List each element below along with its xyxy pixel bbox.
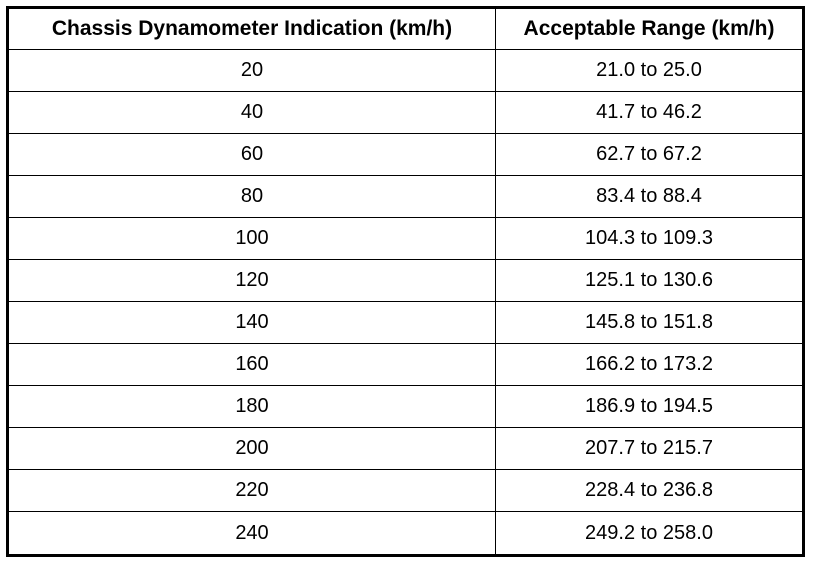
table-row: 180 186.9 to 194.5 — [7, 385, 804, 429]
header-cell: Acceptable Range (km/h) — [495, 7, 804, 50]
table-row: 160 166.2 to 173.2 — [7, 343, 804, 387]
table-cell: 100 — [7, 217, 496, 261]
table-row: 100 104.3 to 109.3 — [7, 217, 804, 261]
table-row: 40 41.7 to 46.2 — [7, 91, 804, 135]
table-cell: 60 — [7, 133, 496, 177]
header-row: Chassis Dynamometer Indication (km/h) Ac… — [7, 7, 804, 50]
table-body: 20 21.0 to 25.0 40 41.7 to 46.2 60 62.7 to 67… — [7, 48, 804, 556]
table-cell: 40 — [7, 91, 496, 135]
table-row: 140 145.8 to 151.8 — [7, 301, 804, 345]
table-cell: 220 — [7, 469, 496, 513]
table-row: 240 249.2 to 258.0 — [7, 511, 804, 556]
table-cell: 62.7 to 67.2 — [495, 133, 804, 177]
table-cell: 186.9 to 194.5 — [495, 385, 804, 429]
table-cell: 166.2 to 173.2 — [495, 343, 804, 387]
table-cell: 125.1 to 130.6 — [495, 259, 804, 303]
table-cell: 140 — [7, 301, 496, 345]
table-cell: 104.3 to 109.3 — [495, 217, 804, 261]
table-cell: 80 — [7, 175, 496, 219]
table-row: 80 83.4 to 88.4 — [7, 175, 804, 219]
header-cell: Chassis Dynamometer Indication (km/h) — [7, 7, 496, 50]
table-cell: 228.4 to 236.8 — [495, 469, 804, 513]
table-cell: 240 — [7, 511, 496, 556]
table-cell: 249.2 to 258.0 — [495, 511, 804, 556]
table-cell: 200 — [7, 427, 496, 471]
table-cell: 207.7 to 215.7 — [495, 427, 804, 471]
table-cell: 120 — [7, 259, 496, 303]
table-cell: 160 — [7, 343, 496, 387]
table-row: 60 62.7 to 67.2 — [7, 133, 804, 177]
speed-table: Chassis Dynamometer Indication (km/h) Ac… — [6, 6, 805, 557]
table-cell: 21.0 to 25.0 — [495, 48, 804, 93]
table-row: 220 228.4 to 236.8 — [7, 469, 804, 513]
table-row: 20 21.0 to 25.0 — [7, 48, 804, 93]
table-cell: 41.7 to 46.2 — [495, 91, 804, 135]
table-cell: 145.8 to 151.8 — [495, 301, 804, 345]
table-cell: 83.4 to 88.4 — [495, 175, 804, 219]
table-cell: 20 — [7, 48, 496, 93]
table-row: 120 125.1 to 130.6 — [7, 259, 804, 303]
table-row: 200 207.7 to 215.7 — [7, 427, 804, 471]
table-cell: 180 — [7, 385, 496, 429]
